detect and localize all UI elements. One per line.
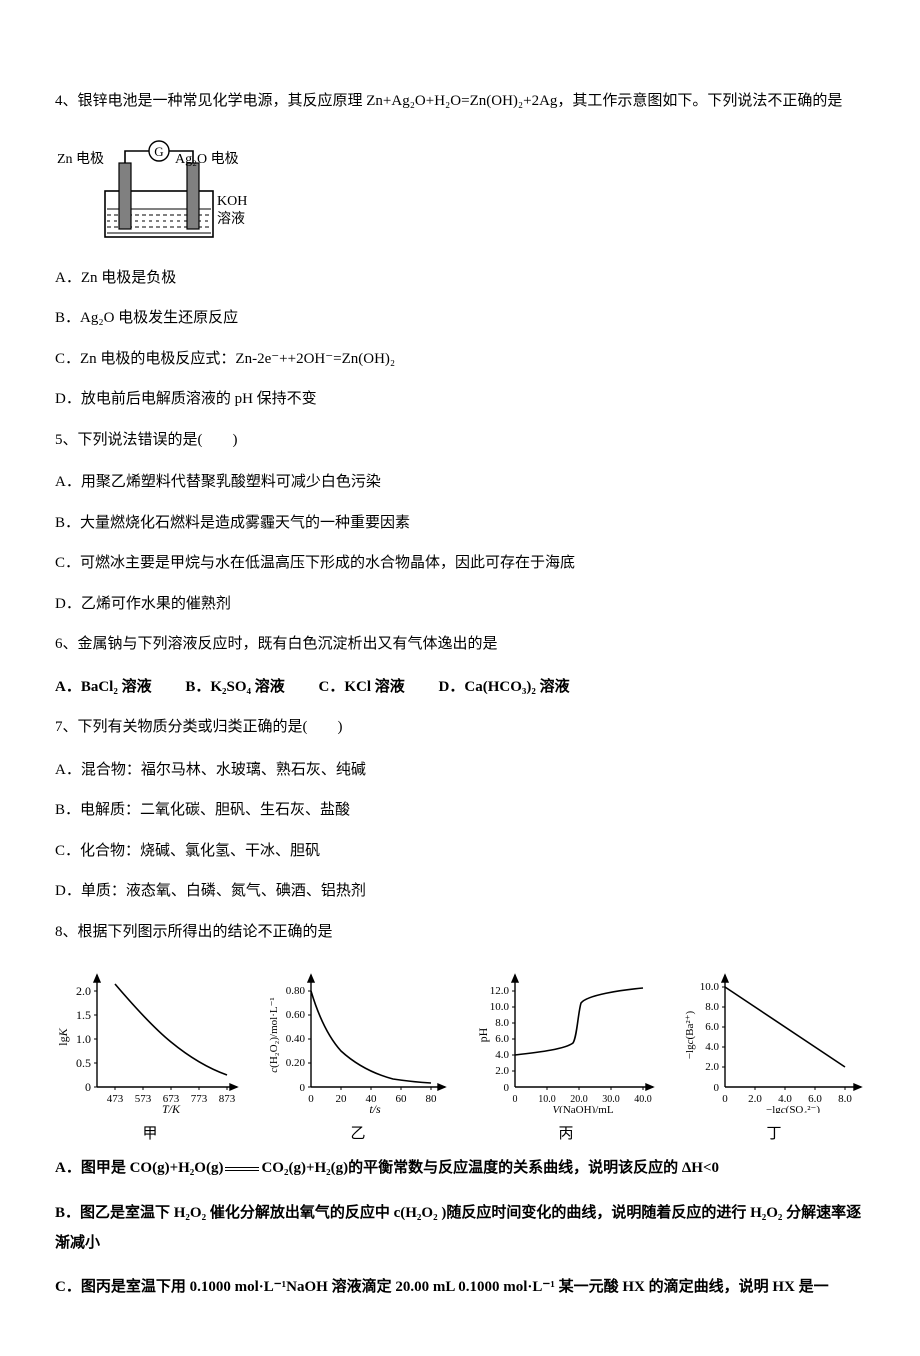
q7-option-d: D．单质：液态氧、白磷、氮气、碘酒、铝热剂 bbox=[55, 880, 865, 903]
q8-a-post: CO₂(g)+H₂(g)的平衡常数与反应温度的关系曲线，说明该反应的 ΔH<0 bbox=[261, 1160, 719, 1176]
q6-options: A．BaCl₂ 溶液 B．K₂SO₄ 溶液 C．KCl 溶液 D．Ca(HCO₃… bbox=[55, 676, 865, 699]
q6-option-d: D．Ca(HCO₃)₂ 溶液 bbox=[439, 676, 570, 699]
q7-stem: 7、下列有关物质分类或归类正确的是( ) bbox=[55, 716, 865, 739]
svg-text:773: 773 bbox=[191, 1093, 208, 1105]
q7-option-a: A．混合物：福尔马林、水玻璃、熟石灰、纯碱 bbox=[55, 759, 865, 782]
svg-text:573: 573 bbox=[135, 1093, 152, 1105]
q5-option-c: C．可燃冰主要是甲烷与水在低温高压下形成的水合物晶体，因此可存在于海底 bbox=[55, 552, 865, 575]
svg-text:V(NaOH)/mL: V(NaOH)/mL bbox=[552, 1104, 613, 1113]
q5-option-a: A．用聚乙烯塑料代替聚乳酸塑料可减少白色污染 bbox=[55, 471, 865, 494]
chart-jia: 0 0.5 1.0 1.5 2.0 473 573 673 773 873 T/… bbox=[55, 963, 245, 1145]
svg-text:pH: pH bbox=[476, 1027, 490, 1042]
q6-option-a: A．BaCl₂ 溶液 bbox=[55, 676, 152, 699]
svg-text:6.0: 6.0 bbox=[705, 1021, 719, 1033]
q5-option-d: D．乙烯可作水果的催熟剂 bbox=[55, 593, 865, 616]
svg-text:−lgc(Ba²⁺): −lgc(Ba²⁺) bbox=[684, 1011, 696, 1060]
svg-text:0: 0 bbox=[300, 1082, 306, 1094]
svg-text:8.0: 8.0 bbox=[838, 1093, 852, 1105]
q4-stem: 4、银锌电池是一种常见化学电源，其反应原理 Zn+Ag₂O+H₂O=Zn(OH)… bbox=[55, 90, 865, 113]
svg-text:1.0: 1.0 bbox=[76, 1032, 91, 1046]
q4-option-a: A．Zn 电极是负极 bbox=[55, 267, 865, 290]
svg-text:T/K: T/K bbox=[162, 1102, 181, 1113]
q8-option-c: C．图丙是室温下用 0.1000 mol·L⁻¹NaOH 溶液滴定 20.00 … bbox=[55, 1276, 865, 1299]
ag-label: Ag₂O 电极 bbox=[175, 151, 239, 167]
g-label: G bbox=[154, 144, 163, 159]
svg-text:6.0: 6.0 bbox=[495, 1033, 509, 1045]
q6-option-c: C．KCl 溶液 bbox=[319, 676, 405, 699]
chart-bing-caption: 丙 bbox=[471, 1123, 661, 1146]
svg-text:0: 0 bbox=[308, 1093, 314, 1105]
svg-text:0: 0 bbox=[722, 1093, 728, 1105]
q5-option-b: B．大量燃烧化石燃料是造成雾霾天气的一种重要因素 bbox=[55, 512, 865, 535]
svg-text:60: 60 bbox=[396, 1093, 408, 1105]
svg-text:0.5: 0.5 bbox=[76, 1056, 91, 1070]
chart-jia-caption: 甲 bbox=[55, 1123, 245, 1146]
svg-text:0.20: 0.20 bbox=[286, 1057, 306, 1069]
svg-text:0: 0 bbox=[504, 1082, 510, 1094]
svg-text:−lgc(SO₄²⁻): −lgc(SO₄²⁻) bbox=[766, 1104, 820, 1113]
chart-yi-caption: 乙 bbox=[263, 1123, 453, 1146]
q5-stem: 5、下列说法错误的是( ) bbox=[55, 429, 865, 452]
svg-text:t/s: t/s bbox=[369, 1102, 381, 1113]
q8-a-pre: A．图甲是 CO(g)+H₂O(g) bbox=[55, 1160, 223, 1176]
svg-text:0.40: 0.40 bbox=[286, 1033, 306, 1045]
chart-ding: 0 2.0 4.0 6.0 8.0 10.0 0 2.0 4.0 6.0 8.0… bbox=[679, 963, 869, 1145]
q6-stem: 6、金属钠与下列溶液反应时，既有白色沉淀析出又有气体逸出的是 bbox=[55, 633, 865, 656]
chart-ding-caption: 丁 bbox=[679, 1123, 869, 1146]
svg-text:8.0: 8.0 bbox=[495, 1017, 509, 1029]
q7-option-b: B．电解质：二氧化碳、胆矾、生石灰、盐酸 bbox=[55, 799, 865, 822]
svg-text:80: 80 bbox=[426, 1093, 438, 1105]
q7-option-c: C．化合物：烧碱、氯化氢、干冰、胆矾 bbox=[55, 840, 865, 863]
equilibrium-sign-icon bbox=[225, 1167, 259, 1171]
svg-text:0.80: 0.80 bbox=[286, 985, 306, 997]
svg-text:873: 873 bbox=[219, 1093, 236, 1105]
svg-text:473: 473 bbox=[107, 1093, 124, 1105]
svg-text:20: 20 bbox=[336, 1093, 348, 1105]
q8-option-a: A．图甲是 CO(g)+H₂O(g) CO₂(g)+H₂(g)的平衡常数与反应温度… bbox=[55, 1157, 865, 1180]
q8-stem: 8、根据下列图示所得出的结论不正确的是 bbox=[55, 921, 865, 944]
svg-text:10.0: 10.0 bbox=[700, 981, 720, 993]
q6-option-b: B．K₂SO₄ 溶液 bbox=[185, 676, 284, 699]
svg-text:c(H₂O₂)/mol·L⁻¹: c(H₂O₂)/mol·L⁻¹ bbox=[268, 997, 280, 1072]
svg-text:1.5: 1.5 bbox=[76, 1008, 91, 1022]
q4-option-b: B．Ag₂O 电极发生还原反应 bbox=[55, 307, 865, 330]
svg-text:0.60: 0.60 bbox=[286, 1009, 306, 1021]
svg-text:0: 0 bbox=[714, 1082, 720, 1094]
svg-text:2.0: 2.0 bbox=[76, 984, 91, 998]
svg-text:0: 0 bbox=[513, 1094, 518, 1105]
svg-text:4.0: 4.0 bbox=[705, 1041, 719, 1053]
koh-label-1: KOH bbox=[217, 194, 247, 209]
charts-row: 0 0.5 1.0 1.5 2.0 473 573 673 773 873 T/… bbox=[55, 963, 865, 1145]
svg-text:0: 0 bbox=[85, 1080, 91, 1094]
koh-label-2: 溶液 bbox=[217, 211, 245, 227]
svg-text:lgK: lgK bbox=[56, 1027, 70, 1045]
svg-text:40.0: 40.0 bbox=[634, 1094, 652, 1105]
svg-text:2.0: 2.0 bbox=[748, 1093, 762, 1105]
chart-bing: 0 2.0 4.0 6.0 8.0 10.0 12.0 0 10.0 20.0 … bbox=[471, 963, 661, 1145]
chart-yi: 0 0.20 0.40 0.60 0.80 0 20 40 60 80 t/s … bbox=[263, 963, 453, 1145]
svg-text:12.0: 12.0 bbox=[490, 985, 510, 997]
svg-text:8.0: 8.0 bbox=[705, 1001, 719, 1013]
q4-option-d: D．放电前后电解质溶液的 pH 保持不变 bbox=[55, 388, 865, 411]
zn-label: Zn 电极 bbox=[57, 151, 104, 167]
svg-text:2.0: 2.0 bbox=[495, 1065, 509, 1077]
q4-option-c: C．Zn 电极的电极反应式：Zn-2e⁻++2OH⁻=Zn(OH)₂ bbox=[55, 348, 865, 371]
battery-diagram: G Zn 电极 Ag₂O 电极 KOH 溶液 bbox=[55, 133, 265, 253]
svg-text:10.0: 10.0 bbox=[490, 1001, 510, 1013]
svg-text:4.0: 4.0 bbox=[495, 1049, 509, 1061]
svg-text:2.0: 2.0 bbox=[705, 1061, 719, 1073]
q8-option-b: B．图乙是室温下 H₂O₂ 催化分解放出氧气的反应中 c(H₂O₂ )随反应时间… bbox=[55, 1198, 865, 1258]
